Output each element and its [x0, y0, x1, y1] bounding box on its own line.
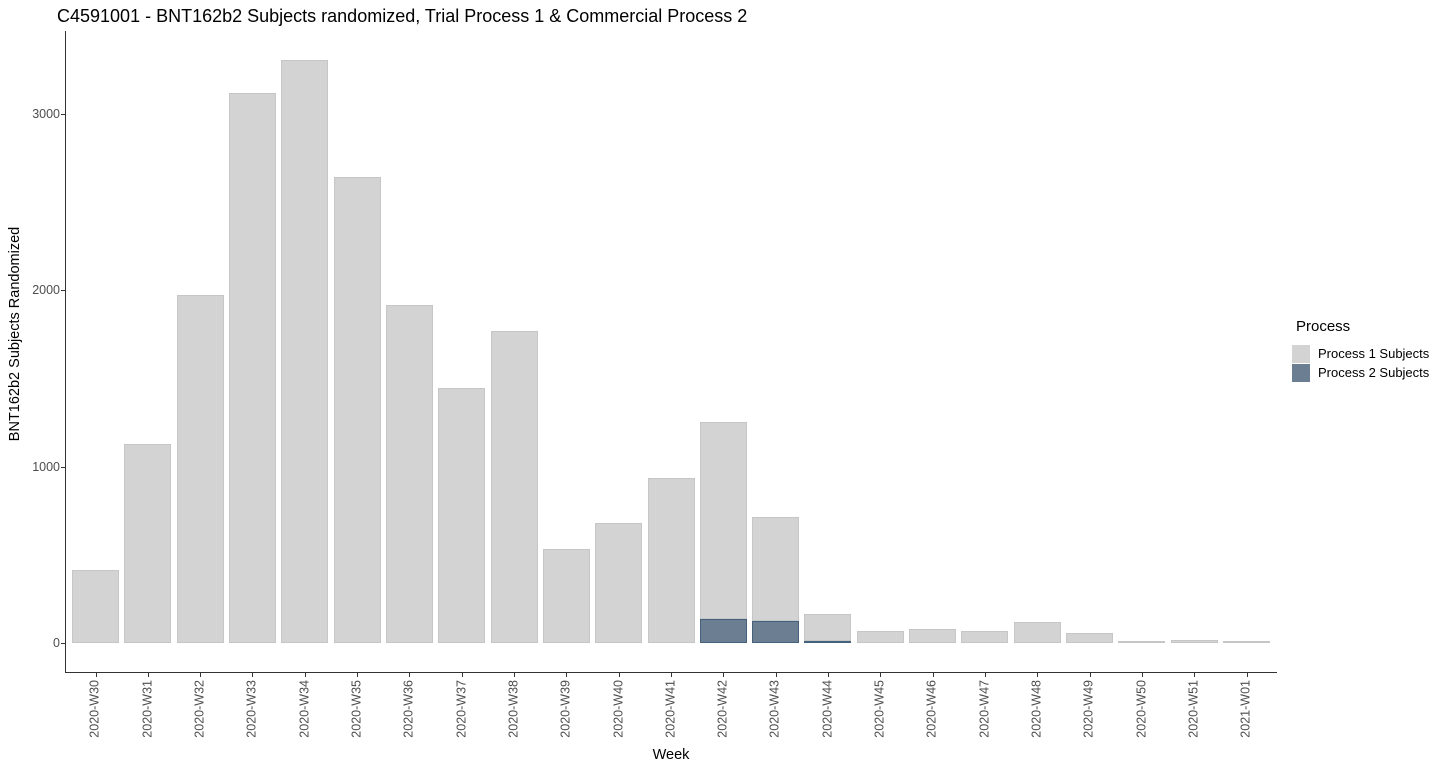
y-tick [61, 114, 65, 116]
x-tick [200, 673, 202, 677]
y-tick-label: 1000 [32, 459, 60, 474]
x-tick [95, 673, 97, 677]
x-tick-label: 2020-W45 [872, 680, 887, 738]
y-tick [61, 466, 65, 468]
x-tick [1037, 673, 1039, 677]
y-tick-label: 3000 [32, 107, 60, 122]
x-tick [1194, 673, 1196, 677]
y-tick [61, 642, 65, 644]
x-tick [1246, 673, 1248, 677]
x-tick [409, 673, 411, 677]
x-tick [984, 673, 986, 677]
legend: Process Process 1 Subjects Process 2 Subj… [1292, 318, 1429, 382]
bar-segment-2020-W38-process-1-subjects [490, 330, 538, 643]
x-tick [1089, 673, 1091, 677]
x-tick [566, 673, 568, 677]
x-tick [723, 673, 725, 677]
bar-segment-2020-W44-process-1-subjects [804, 613, 852, 641]
legend-item: Process 1 Subjects [1292, 344, 1429, 363]
x-tick-label: 2020-W50 [1134, 680, 1149, 738]
y-tick [61, 290, 65, 292]
x-tick [252, 673, 254, 677]
bar-segment-2020-W30-process-1-subjects [72, 569, 119, 643]
x-tick-label: 2021-W01 [1239, 680, 1254, 738]
bar-segment-2020-W42-process-2-subjects [699, 618, 747, 643]
x-tick [827, 673, 829, 677]
legend-swatch [1292, 344, 1310, 363]
legend-swatch [1292, 363, 1310, 382]
x-tick-label: 2020-W40 [611, 680, 626, 738]
x-tick-label: 2020-W37 [454, 680, 469, 738]
bar-segment-2020-W45-process-1-subjects [856, 631, 904, 643]
x-tick [1141, 673, 1143, 677]
y-axis-line [65, 31, 66, 672]
bar-segment-2020-W41-process-1-subjects [647, 477, 695, 643]
x-tick [880, 673, 882, 677]
x-tick-label: 2020-W44 [820, 680, 835, 738]
bar-segment-2020-W50-process-1-subjects [1118, 640, 1166, 643]
x-tick [147, 673, 149, 677]
x-tick-label: 2020-W31 [140, 680, 155, 738]
chart-title: C4591001 - BNT162b2 Subjects randomized,… [57, 6, 748, 26]
bar-segment-2020-W44-process-2-subjects [804, 640, 852, 643]
y-axis-title: BNT162b2 Subjects Randomized [7, 226, 23, 442]
x-axis-title: Week [652, 747, 690, 763]
y-tick-label: 0 [53, 635, 60, 650]
x-tick [671, 673, 673, 677]
bar-segment-2020-W35-process-1-subjects [333, 176, 381, 643]
x-tick-label: 2020-W35 [349, 680, 364, 738]
x-tick-label: 2020-W39 [558, 680, 573, 738]
x-tick [304, 673, 306, 677]
x-tick-label: 2020-W34 [297, 680, 312, 738]
bar-segment-2020-W43-process-2-subjects [752, 620, 800, 643]
x-tick [775, 673, 777, 677]
bar-segment-2020-W31-process-1-subjects [124, 444, 172, 643]
x-axis-line [65, 672, 1277, 673]
legend-title: Process [1296, 318, 1351, 335]
x-tick-label: 2020-W46 [925, 680, 940, 738]
x-tick [357, 673, 359, 677]
legend-items: Process 1 Subjects Process 2 Subjects [1292, 344, 1429, 382]
bar-segment-2020-W43-process-1-subjects [752, 516, 800, 621]
y-tick-label: 2000 [32, 283, 60, 298]
x-tick-label: 2020-W30 [88, 680, 102, 738]
bar-segment-2020-W37-process-1-subjects [438, 388, 486, 643]
x-tick-label: 2020-W36 [401, 680, 416, 738]
x-tick-label: 2020-W41 [663, 680, 678, 738]
bar-segment-2020-W40-process-1-subjects [595, 522, 643, 643]
bar-segment-2020-W39-process-1-subjects [542, 549, 590, 643]
x-tick-label: 2020-W51 [1186, 680, 1201, 738]
bar-segment-2020-W51-process-1-subjects [1170, 640, 1218, 643]
bar-segment-2020-W46-process-1-subjects [909, 628, 957, 643]
bar-segment-2021-W01-process-1-subjects [1223, 641, 1271, 644]
x-tick [461, 673, 463, 677]
legend-label: Process 2 Subjects [1318, 365, 1430, 380]
x-tick-label: 2020-W43 [768, 680, 783, 738]
x-tick-label: 2020-W49 [1082, 680, 1097, 738]
x-tick-label: 2020-W42 [715, 680, 730, 738]
bar-segment-2020-W33-process-1-subjects [228, 92, 276, 643]
x-tick-label: 2020-W48 [1029, 680, 1044, 738]
legend-item: Process 2 Subjects [1292, 363, 1429, 382]
x-tick-label: 2020-W33 [244, 680, 259, 738]
bar-segment-2020-W34-process-1-subjects [281, 60, 329, 643]
bar-segment-2020-W32-process-1-subjects [176, 294, 224, 643]
bar-segment-2020-W42-process-1-subjects [699, 422, 747, 619]
x-tick-label: 2020-W38 [506, 680, 521, 738]
x-tick [514, 673, 516, 677]
bar-segment-2020-W36-process-1-subjects [385, 305, 433, 643]
x-tick-label: 2020-W32 [192, 680, 207, 738]
x-tick [618, 673, 620, 677]
x-tick [932, 673, 934, 677]
x-tick-label: 2020-W47 [977, 680, 992, 738]
bar-segment-2020-W47-process-1-subjects [961, 630, 1009, 643]
legend-label: Process 1 Subjects [1318, 346, 1430, 361]
bar-segment-2020-W48-process-1-subjects [1013, 621, 1061, 643]
bar-segment-2020-W49-process-1-subjects [1066, 633, 1114, 643]
